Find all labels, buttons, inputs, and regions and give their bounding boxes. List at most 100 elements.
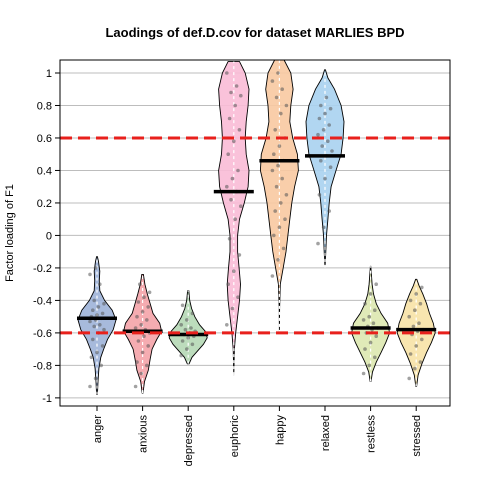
data-point — [88, 272, 92, 277]
data-point — [363, 347, 367, 351]
data-point — [277, 144, 282, 148]
data-point — [230, 306, 235, 311]
data-point — [96, 305, 101, 309]
data-point — [146, 344, 150, 348]
y-tick-label: -0.2 — [33, 263, 52, 275]
violin-depressed — [168, 290, 209, 365]
data-point — [139, 371, 143, 376]
data-point — [328, 165, 333, 169]
data-point — [229, 197, 233, 202]
data-point — [140, 310, 145, 314]
x-tick-label: happy — [274, 415, 286, 445]
data-point — [91, 308, 95, 313]
data-point — [371, 321, 376, 326]
data-point — [277, 225, 282, 230]
data-point — [326, 139, 330, 143]
data-point — [408, 298, 413, 303]
data-point — [91, 337, 95, 342]
data-point — [145, 318, 149, 322]
data-point — [324, 95, 329, 100]
violin-shape — [259, 59, 299, 333]
data-point — [327, 123, 332, 127]
data-point — [280, 176, 285, 181]
data-point — [418, 360, 423, 364]
data-point — [227, 116, 232, 121]
data-point — [145, 363, 149, 368]
y-tick-label: -1 — [42, 393, 52, 405]
data-point — [237, 253, 242, 257]
data-point — [279, 111, 283, 116]
data-point — [102, 301, 106, 306]
data-point — [407, 314, 412, 319]
data-point — [227, 236, 232, 241]
violin-relaxed — [305, 69, 345, 268]
data-point — [319, 103, 323, 108]
data-point — [93, 376, 98, 381]
data-point — [136, 339, 141, 343]
plot-frame — [59, 59, 451, 407]
data-point — [236, 295, 240, 300]
data-point — [317, 116, 322, 121]
data-point — [190, 311, 195, 316]
data-point — [323, 111, 327, 116]
grid-lines — [60, 72, 450, 399]
y-tick-label: 0.4 — [37, 165, 52, 177]
data-point — [316, 241, 320, 246]
data-point — [320, 144, 325, 148]
data-point — [272, 152, 276, 156]
data-point — [98, 323, 102, 327]
violin-stressed — [396, 278, 437, 387]
data-point — [189, 326, 193, 330]
data-point — [225, 71, 229, 75]
data-point — [321, 225, 326, 230]
y-tick-label: 0 — [46, 230, 52, 242]
y-tick-label: 0.2 — [37, 198, 52, 210]
data-point — [413, 308, 417, 313]
data-point — [133, 326, 138, 330]
data-point — [270, 274, 275, 278]
data-point — [100, 311, 105, 316]
data-point — [276, 163, 280, 168]
data-point — [88, 319, 92, 324]
data-point — [225, 323, 229, 327]
violin-euphoric — [213, 61, 254, 376]
data-point — [183, 327, 188, 332]
data-point — [179, 353, 183, 358]
data-point — [317, 193, 322, 197]
y-tick-label: -0.4 — [33, 295, 52, 307]
data-point — [284, 103, 289, 108]
y-tick-label: 0.6 — [37, 133, 52, 145]
data-point — [185, 347, 189, 351]
data-point — [414, 344, 419, 348]
y-axis: -1 -0.8 -0.6 -0.4 -0.2 0 0.2 0.4 0.6 0.8 1 — [33, 68, 60, 405]
data-point — [273, 128, 278, 132]
data-point — [237, 128, 242, 132]
data-point — [321, 128, 326, 132]
data-point — [229, 90, 233, 95]
data-point — [361, 371, 366, 376]
x-tick-label: depressed — [183, 415, 195, 466]
data-point — [142, 295, 146, 300]
data-point — [272, 233, 276, 238]
data-point — [408, 352, 413, 356]
data-point — [185, 318, 189, 322]
data-point — [236, 168, 240, 173]
y-tick-label: -0.6 — [33, 328, 52, 340]
x-tick-label: euphoric — [229, 415, 241, 458]
data-point — [92, 324, 96, 329]
x-tick-label: anxious — [138, 415, 150, 453]
data-point — [138, 282, 142, 287]
violin-happy — [259, 59, 300, 333]
data-point — [368, 340, 373, 345]
data-point — [186, 336, 190, 340]
data-point — [283, 217, 287, 221]
violin-anger — [77, 256, 117, 396]
data-point — [95, 313, 99, 317]
data-point — [146, 305, 150, 309]
data-point — [270, 168, 275, 173]
violins — [77, 59, 437, 396]
data-point — [367, 314, 372, 319]
data-point — [230, 176, 235, 181]
data-point — [239, 93, 243, 98]
